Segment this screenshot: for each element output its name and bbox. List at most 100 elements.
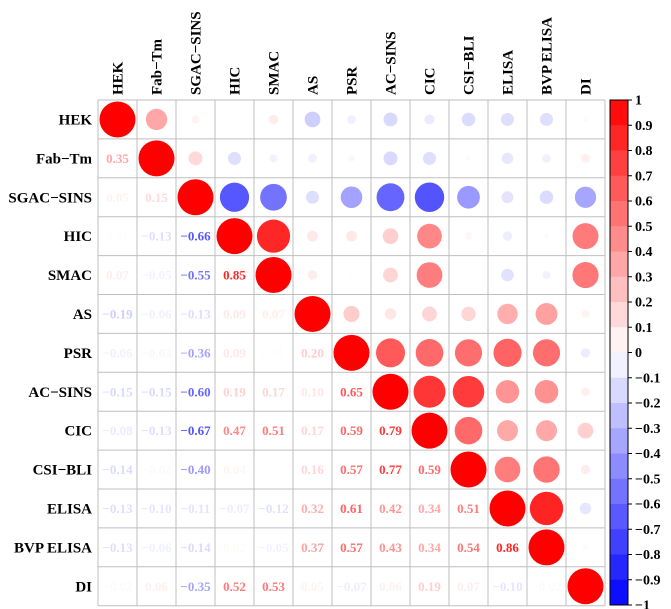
corr-circle-2-8 — [414, 182, 445, 212]
corr-value-6-5: 0.20 — [301, 345, 324, 360]
colorbar-segment — [610, 125, 628, 151]
row-label-5: AS — [73, 307, 92, 323]
corr-value-7-0: −0.15 — [102, 384, 133, 399]
corr-circle-1-2 — [188, 151, 203, 166]
corr-circle-3-10 — [502, 231, 513, 241]
corr-value-8-0: −0.08 — [102, 423, 133, 438]
corr-circle-3-7 — [382, 228, 399, 244]
colorbar-tick-label: 1 — [635, 94, 642, 109]
col-label-5: AS — [306, 76, 322, 95]
corr-value-6-2: −0.36 — [180, 345, 211, 360]
corr-circle-4-12 — [572, 261, 599, 289]
corr-value-10-5: 0.32 — [301, 501, 324, 516]
col-label-7: AC−SINS — [384, 31, 400, 95]
corr-circle-2-7 — [376, 183, 405, 212]
colorbar-segment — [610, 100, 628, 126]
corr-circle-5-10 — [497, 303, 518, 325]
corr-value-11-6: 0.57 — [340, 540, 363, 555]
corr-value-12-8: 0.19 — [418, 579, 441, 594]
corr-circle-3-12 — [572, 223, 599, 250]
corr-value-3-0: 0.01 — [106, 229, 129, 244]
corr-value-11-2: −0.14 — [180, 540, 211, 555]
corr-value-3-2: −0.66 — [180, 229, 211, 244]
corr-circle-9-12 — [580, 464, 591, 475]
corr-value-5-3: 0.09 — [223, 306, 246, 321]
corr-circle-7-12 — [581, 387, 590, 397]
corr-circle-11-12 — [582, 544, 589, 550]
corr-circle-8-10 — [497, 420, 518, 442]
corr-value-5-0: −0.19 — [102, 306, 133, 321]
column-labels: HEK Fab−Tm SGAC−SINS HIC SMAC AS PSR AC−SINS CIC… — [111, 11, 595, 95]
corr-value-9-1: −0.02 — [141, 462, 171, 477]
corr-value-1-0: 0.35 — [106, 151, 129, 166]
corr-circle-5-5 — [294, 295, 331, 332]
corr-circle-10-10 — [489, 490, 526, 527]
corr-value-12-11: −0.02 — [531, 579, 561, 594]
colorbar-tick-label: 0.7 — [635, 169, 653, 184]
corr-value-6-1: −0.03 — [141, 345, 172, 360]
corr-circle-0-2 — [191, 115, 200, 124]
colorbar-segment — [610, 276, 628, 303]
corr-circle-2-2 — [177, 179, 214, 216]
colorbar-tick-label: 0.3 — [635, 270, 653, 285]
colorbar-tick-label: 0.1 — [635, 321, 653, 336]
corr-circle-7-7 — [372, 373, 409, 410]
matrix-grid — [97, 99, 606, 607]
row-label-4: SMAC — [48, 268, 92, 284]
corr-value-4-1: −0.05 — [141, 268, 172, 283]
corr-circle-11-11 — [528, 529, 565, 566]
corr-value-8-3: 0.47 — [223, 423, 246, 438]
corr-circle-6-9 — [454, 339, 483, 367]
corr-circle-0-4 — [268, 114, 279, 125]
corr-circle-1-10 — [501, 152, 514, 165]
corr-value-5-4: 0.07 — [262, 306, 285, 321]
corr-circle-0-1 — [145, 108, 168, 131]
col-label-1: Fab−Tm — [150, 38, 166, 95]
corr-circle-1-9 — [465, 155, 472, 161]
color-legend: 1 0.9 0.8 0.7 0.6 0.5 0.4 0.3 0.2 0.1 0 −0.1 −0.2 −0.… — [609, 94, 660, 609]
corr-circle-6-6 — [333, 334, 370, 371]
colorbar-segment — [610, 302, 628, 328]
corr-value-12-6: −0.07 — [336, 579, 367, 594]
corr-value-2-0: 0.05 — [106, 190, 129, 205]
corr-circle-1-7 — [383, 151, 398, 166]
corr-circle-3-11 — [543, 233, 550, 239]
corr-value-8-7: 0.79 — [379, 423, 402, 438]
corr-circle-2-6 — [340, 186, 363, 209]
row-label-7: AC−SINS — [28, 385, 92, 401]
corr-circle-0-5 — [304, 111, 321, 128]
corr-circle-4-11 — [542, 271, 551, 280]
colorbar-tick-label: −0.4 — [635, 447, 660, 462]
corr-value-10-2: −0.11 — [181, 501, 210, 516]
corr-circle-5-11 — [535, 303, 558, 325]
colorbar-segment — [610, 251, 628, 278]
corr-circle-4-10 — [501, 268, 514, 282]
colorbar-tick-label: 0.5 — [635, 220, 653, 235]
col-label-12: DI — [579, 78, 595, 95]
colorbar-segment — [610, 327, 628, 353]
corr-value-11-5: 0.37 — [301, 540, 324, 555]
corr-circle-4-8 — [416, 262, 443, 288]
corr-value-10-9: 0.51 — [457, 501, 480, 516]
colorbar-segment — [610, 403, 628, 429]
colorbar-segment — [610, 453, 628, 480]
corr-circle-8-11 — [536, 420, 557, 442]
row-label-10: ELISA — [47, 501, 92, 517]
corr-circle-3-8 — [417, 223, 442, 249]
corr-circle-2-10 — [501, 191, 514, 204]
corr-circle-10-11 — [529, 491, 564, 526]
corr-circle-2-11 — [539, 190, 554, 204]
colorbar-segment — [610, 529, 628, 555]
corr-circle-0-0 — [99, 101, 136, 138]
corr-value-12-7: 0.06 — [379, 579, 402, 594]
corr-value-8-2: −0.67 — [180, 423, 211, 438]
corr-value-9-6: 0.57 — [340, 462, 363, 477]
corr-circle-2-3 — [219, 182, 250, 212]
corr-circle-9-9 — [450, 451, 487, 488]
row-label-12: DI — [75, 579, 92, 595]
corr-value-7-2: −0.60 — [180, 384, 210, 399]
corr-circle-0-6 — [347, 115, 356, 124]
corr-value-11-10: 0.86 — [496, 540, 519, 555]
corr-circle-10-12 — [579, 502, 592, 515]
corr-value-4-2: −0.55 — [180, 268, 211, 283]
